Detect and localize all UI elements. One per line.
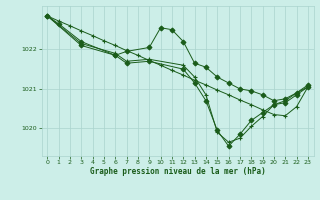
X-axis label: Graphe pression niveau de la mer (hPa): Graphe pression niveau de la mer (hPa) xyxy=(90,167,266,176)
